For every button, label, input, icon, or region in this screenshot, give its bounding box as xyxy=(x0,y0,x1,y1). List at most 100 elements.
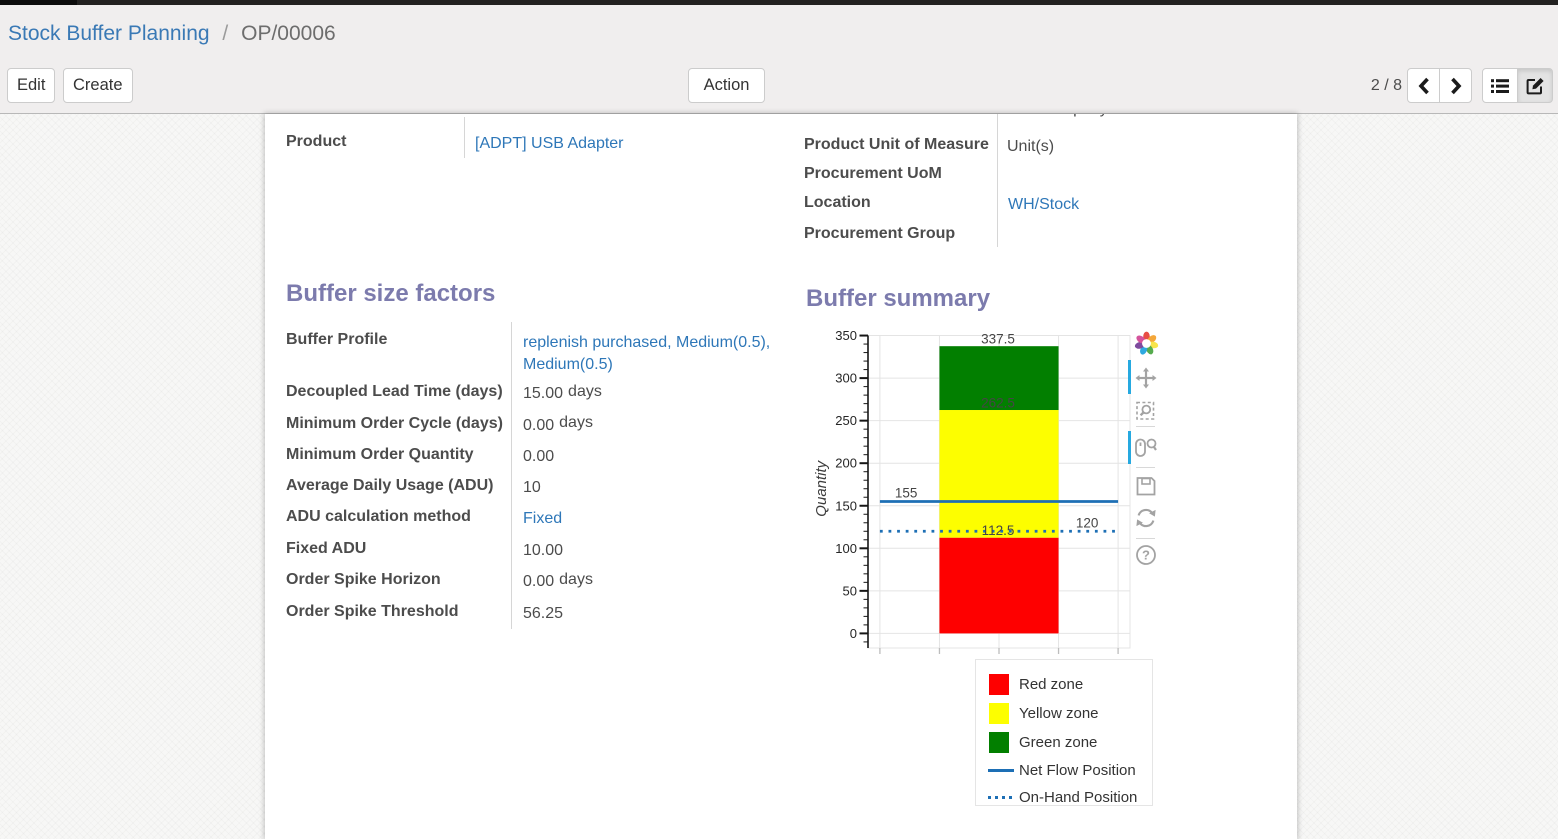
spike-horizon-number: 0.00 xyxy=(523,573,555,590)
field-location-value[interactable]: WH/Stock xyxy=(1008,195,1079,214)
on-hand-position-label: 120 xyxy=(1076,515,1099,530)
action-dropdown-label: Action xyxy=(703,76,750,94)
field-dlt-label: Decoupled Lead Time (days) xyxy=(286,383,503,400)
legend-item-green-zone: Green zone xyxy=(976,728,1152,757)
pager-next-button[interactable] xyxy=(1439,68,1472,103)
field-buffer-profile-value[interactable]: replenish purchased, Medium(0.5), Medium… xyxy=(523,332,777,376)
field-location-label: Location xyxy=(804,194,871,211)
pager-previous-button[interactable] xyxy=(1407,68,1440,103)
group-separator-line xyxy=(464,117,465,158)
svg-text:337.5: 337.5 xyxy=(981,332,1015,347)
breadcrumb-parent-link[interactable]: Stock Buffer Planning xyxy=(8,22,210,45)
legend-item-red-zone: Red zone xyxy=(976,670,1152,699)
yellow-zone-bar xyxy=(939,410,1059,538)
breadcrumb-current: OP/00006 xyxy=(241,22,336,45)
y-tick-label: 50 xyxy=(843,583,857,598)
field-spike-threshold-value[interactable]: 56.25 xyxy=(523,604,564,622)
action-dropdown-button[interactable]: Action xyxy=(688,68,765,121)
chevron-right-icon xyxy=(1450,77,1461,94)
control-panel: Stock Buffer Planning / OP/00006 Edit Cr… xyxy=(0,5,1558,121)
group-separator-line xyxy=(511,322,512,629)
field-adu-method-label: ADU calculation method xyxy=(286,508,471,525)
product-link[interactable]: [ADPT] USB Adapter xyxy=(475,135,624,152)
section-title-buffer-size-factors: Buffer size factors xyxy=(286,280,496,307)
legend-item-on-hand: On-Hand Position xyxy=(976,783,1152,812)
field-spike-threshold-label: Order Spike Threshold xyxy=(286,602,459,620)
buffer-profile-link[interactable]: replenish purchased, Medium(0.5), Medium… xyxy=(523,333,771,373)
field-moq-label: Minimum Order Quantity xyxy=(286,445,474,463)
solid-line-icon xyxy=(988,769,1014,772)
svg-text:?: ? xyxy=(1142,547,1150,562)
view-switcher xyxy=(1482,68,1553,103)
y-tick-label: 200 xyxy=(835,456,857,471)
breadcrumb: Stock Buffer Planning / OP/00006 xyxy=(8,22,336,46)
legend-item-net-flow: Net Flow Position xyxy=(976,756,1152,785)
form-view-button[interactable] xyxy=(1517,68,1553,103)
zone-boundary-labels: 337.5 262.5 112.5 xyxy=(981,332,1015,538)
field-spike-horizon-label: Order Spike Horizon xyxy=(286,571,441,588)
field-product-uom-value[interactable]: Unit(s) xyxy=(1007,138,1055,155)
edit-button[interactable]: Edit xyxy=(7,68,56,103)
pan-tool-icon[interactable] xyxy=(1133,365,1159,391)
top-menubar xyxy=(0,0,1558,5)
wheel-zoom-tool-icon[interactable] xyxy=(1133,435,1159,461)
field-buffer-profile-label: Buffer Profile xyxy=(286,330,388,348)
x-axis xyxy=(879,648,1119,654)
group-separator-line xyxy=(997,114,998,247)
y-axis-title: Quantity xyxy=(813,459,830,516)
active-tool-indicator xyxy=(1128,360,1131,394)
y-tick-label: 300 xyxy=(835,371,857,386)
dlt-number: 15.00 xyxy=(523,385,564,402)
reset-tool-icon[interactable] xyxy=(1133,505,1159,531)
top-menubar-active-segment xyxy=(0,0,77,5)
legend-label: Yellow zone xyxy=(1019,705,1099,722)
save-tool-icon[interactable] xyxy=(1133,473,1159,499)
field-procurement-uom-label: Procurement UoM xyxy=(804,165,942,182)
help-tool-icon[interactable]: ? xyxy=(1133,542,1159,568)
section-title-buffer-summary: Buffer summary xyxy=(806,285,991,312)
legend-label: On-Hand Position xyxy=(1019,789,1138,806)
form-edit-icon xyxy=(1526,77,1544,94)
field-product-label: Product xyxy=(286,133,347,150)
active-tool-indicator xyxy=(1128,431,1131,464)
field-dlt-value[interactable]: 15.00 days xyxy=(523,382,602,403)
legend-label: Green zone xyxy=(1019,734,1098,751)
create-button[interactable]: Create xyxy=(63,68,133,103)
dlt-unit: days xyxy=(568,382,602,400)
list-view-button[interactable] xyxy=(1482,68,1518,103)
field-moc-value[interactable]: 0.00 days xyxy=(523,414,593,435)
moc-number: 0.00 xyxy=(523,416,555,434)
yellow-swatch-icon xyxy=(989,703,1009,724)
field-warehouse-value[interactable]: YourCompany xyxy=(1007,114,1108,118)
pager-value: 2 / 8 xyxy=(1370,77,1402,94)
field-moq-value[interactable]: 0.00 xyxy=(523,447,555,465)
bokeh-logo-icon[interactable] xyxy=(1133,330,1159,356)
buffer-chart: 155 120 337.5 262.5 112.5 0 50 100 150 200 250 300 3… xyxy=(813,328,1131,654)
adu-method-link[interactable]: Fixed xyxy=(523,510,563,527)
form-sheet: YourCompany Product [ADPT] USB Adapter P… xyxy=(265,114,1297,839)
box-zoom-tool-icon[interactable] xyxy=(1133,397,1159,423)
bokeh-logo-petals xyxy=(1134,331,1158,355)
toolbar-separator xyxy=(1136,537,1155,539)
location-link[interactable]: WH/Stock xyxy=(1008,196,1080,213)
y-axis: 0 50 100 150 200 250 300 350 xyxy=(835,328,869,648)
legend-item-yellow-zone: Yellow zone xyxy=(976,699,1152,728)
y-tick-label: 150 xyxy=(835,498,857,513)
svg-text:112.5: 112.5 xyxy=(982,523,1015,538)
red-zone-bar xyxy=(939,537,1059,634)
green-zone-bar xyxy=(939,346,1059,411)
field-adu-value[interactable]: 10 xyxy=(523,478,541,496)
field-product-value[interactable]: [ADPT] USB Adapter xyxy=(475,134,624,153)
chart-toolbar: ? xyxy=(1128,114,1168,839)
field-spike-horizon-value[interactable]: 0.00 days xyxy=(523,571,593,591)
breadcrumb-separator: / xyxy=(222,22,229,45)
form-view-background: YourCompany Product [ADPT] USB Adapter P… xyxy=(0,114,1558,839)
moc-unit: days xyxy=(559,414,593,431)
chart-legend: Red zone Yellow zone Green zone Net Flow… xyxy=(975,659,1153,806)
field-fixed-adu-value[interactable]: 10.00 xyxy=(523,541,564,559)
field-adu-method-value[interactable]: Fixed xyxy=(523,509,562,528)
buffer-zone-bars xyxy=(939,346,1059,634)
field-procurement-group-label: Procurement Group xyxy=(804,225,956,242)
toolbar-separator xyxy=(1136,425,1155,427)
y-tick-label: 350 xyxy=(835,328,857,343)
